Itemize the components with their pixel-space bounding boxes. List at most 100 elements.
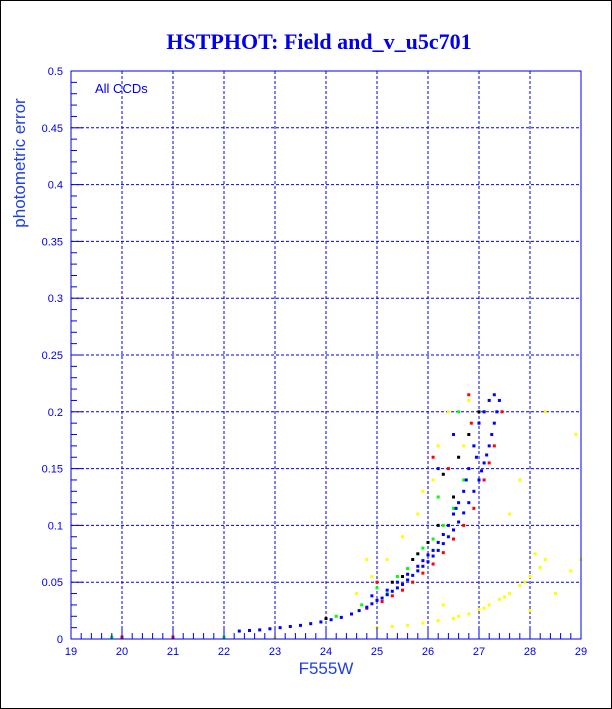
axis-ticks: 19 20 21 22 23 24 25 26 27 28 29 0 0.05 0.1 0.15 0.2 0.2… xyxy=(42,66,588,658)
point-red xyxy=(482,478,486,482)
point-blue xyxy=(421,559,425,563)
x-tick-label: 26 xyxy=(422,646,434,658)
point-yellow xyxy=(385,557,389,561)
point-blue xyxy=(288,625,292,629)
point-blue xyxy=(436,548,440,552)
point-green xyxy=(457,410,461,414)
point-blue xyxy=(406,572,410,576)
point-blue xyxy=(411,573,415,577)
point-yellow xyxy=(523,580,527,584)
point-yellow xyxy=(574,433,578,437)
y-tick-label: 0.4 xyxy=(48,180,63,192)
point-yellow xyxy=(482,606,486,610)
point-blue xyxy=(492,421,496,425)
point-blue xyxy=(385,593,389,597)
point-red xyxy=(431,562,435,566)
point-blue xyxy=(441,532,445,536)
point-blue xyxy=(497,398,501,402)
point-yellow xyxy=(538,565,542,569)
point-blue xyxy=(390,589,394,593)
point-blue xyxy=(248,628,251,632)
point-blue xyxy=(339,615,343,619)
y-tick-label: 0.3 xyxy=(48,293,63,305)
point-green xyxy=(334,614,338,618)
point-green xyxy=(431,537,435,541)
point-blue xyxy=(416,564,420,568)
x-tick-label: 27 xyxy=(473,646,485,658)
point-black xyxy=(457,455,461,459)
point-blue xyxy=(375,598,379,602)
point-yellow xyxy=(477,607,481,611)
point-yellow xyxy=(533,552,537,556)
point-yellow xyxy=(467,612,471,616)
point-blue xyxy=(370,594,374,598)
x-tick-label: 28 xyxy=(524,646,536,658)
point-blue xyxy=(446,535,450,539)
point-blue xyxy=(446,523,450,527)
y-tick-label: 0.45 xyxy=(42,123,63,135)
point-blue xyxy=(487,444,491,448)
point-blue xyxy=(431,548,435,552)
point-blue xyxy=(416,569,420,573)
point-blue xyxy=(426,553,430,557)
point-yellow xyxy=(421,489,425,493)
point-blue xyxy=(452,433,455,437)
point-yellow xyxy=(436,444,440,448)
point-blue xyxy=(237,629,241,633)
point-blue xyxy=(436,467,440,471)
point-red xyxy=(441,551,445,555)
point-blue xyxy=(482,410,486,414)
point-black xyxy=(436,523,440,527)
point-yellow xyxy=(355,592,359,596)
point-blue xyxy=(370,602,374,606)
point-yellow xyxy=(528,609,532,613)
grid xyxy=(71,71,581,639)
point-blue xyxy=(350,612,353,616)
point-green xyxy=(441,523,445,527)
point-blue xyxy=(462,489,466,493)
point-blue xyxy=(477,478,481,482)
point-red xyxy=(462,523,466,527)
point-yellow xyxy=(365,557,369,561)
x-tick-label: 23 xyxy=(269,646,281,658)
point-yellow xyxy=(406,623,410,627)
point-yellow xyxy=(436,619,440,623)
point-red xyxy=(500,410,504,414)
y-axis-label: photometric error xyxy=(10,98,29,228)
point-red xyxy=(469,421,473,425)
point-blue xyxy=(477,421,481,425)
point-green xyxy=(360,603,364,607)
point-black xyxy=(441,472,445,476)
y-tick-label: 0.05 xyxy=(42,577,63,589)
point-black xyxy=(411,557,415,561)
chart-title: HSTPHOT: Field and_v_u5c701 xyxy=(166,29,471,54)
x-axis-label: F555W xyxy=(299,659,354,678)
point-red xyxy=(375,580,379,584)
point-blue xyxy=(482,461,486,465)
point-blue xyxy=(441,542,445,546)
point-blue xyxy=(454,506,458,510)
point-green xyxy=(452,506,455,510)
point-green xyxy=(436,495,440,499)
point-yellow xyxy=(457,614,461,618)
point-blue xyxy=(472,489,476,493)
point-blue xyxy=(406,578,410,582)
x-tick-label: 29 xyxy=(575,646,587,658)
point-yellow xyxy=(370,575,374,579)
point-blue xyxy=(421,564,425,568)
point-blue xyxy=(385,588,389,592)
point-blue xyxy=(474,455,478,459)
point-red xyxy=(467,393,471,397)
x-tick-label: 22 xyxy=(218,646,230,658)
point-blue xyxy=(495,410,499,414)
y-tick-label: 0.35 xyxy=(42,236,63,248)
point-yellow xyxy=(421,621,425,625)
point-yellow xyxy=(508,512,512,516)
point-red xyxy=(411,580,415,584)
point-blue xyxy=(452,512,455,516)
point-blue xyxy=(457,520,461,524)
point-blue xyxy=(258,628,262,632)
point-blue xyxy=(492,393,496,397)
point-yellow xyxy=(452,617,455,621)
